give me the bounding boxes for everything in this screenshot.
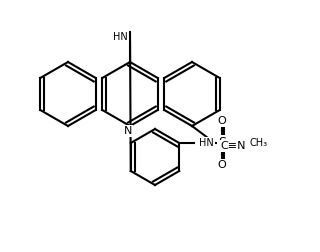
Text: O: O bbox=[218, 116, 227, 126]
Text: N: N bbox=[124, 126, 132, 136]
Text: C≡N: C≡N bbox=[220, 141, 245, 151]
Text: HN: HN bbox=[199, 138, 214, 148]
Text: CH₃: CH₃ bbox=[249, 138, 268, 148]
Text: S: S bbox=[218, 137, 226, 149]
Text: O: O bbox=[218, 160, 227, 170]
Text: HN: HN bbox=[113, 32, 127, 42]
